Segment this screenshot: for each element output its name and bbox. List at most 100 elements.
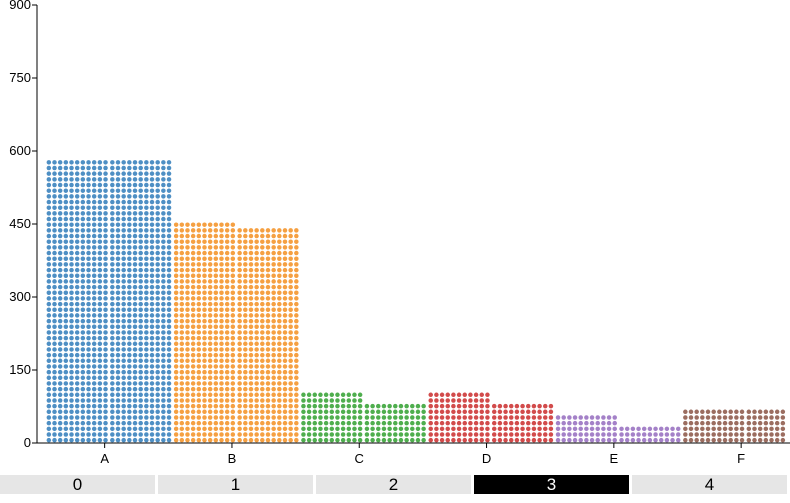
dot	[271, 381, 276, 386]
dot	[265, 335, 271, 341]
dot	[155, 352, 160, 358]
tab-2[interactable]: 2	[316, 475, 471, 494]
dot	[121, 398, 126, 403]
dot	[149, 160, 155, 165]
dot	[230, 273, 236, 278]
dot	[387, 432, 392, 437]
dot	[294, 273, 299, 278]
dot	[282, 420, 288, 426]
dot	[86, 239, 91, 244]
dot	[161, 307, 166, 312]
bar-B-stack-2	[237, 228, 299, 443]
dot	[207, 432, 213, 437]
dot	[230, 296, 236, 301]
dot	[115, 341, 121, 347]
dot	[121, 392, 126, 398]
dot	[115, 409, 121, 415]
dot	[230, 279, 236, 284]
dot	[173, 233, 179, 239]
dot	[612, 415, 617, 420]
dot	[69, 216, 74, 222]
dot	[97, 267, 103, 273]
dot	[185, 279, 190, 284]
dot	[219, 245, 224, 250]
dot	[734, 409, 739, 415]
dot	[91, 273, 97, 278]
dot	[91, 409, 97, 415]
dot	[207, 262, 213, 267]
tab-3[interactable]: 3	[474, 475, 629, 494]
dot	[219, 233, 224, 239]
dot	[91, 267, 97, 273]
dot	[393, 403, 398, 409]
dot	[271, 262, 276, 267]
dot	[254, 262, 259, 267]
dot	[260, 415, 265, 420]
dot	[468, 392, 473, 398]
dot	[179, 364, 185, 369]
dot	[277, 420, 282, 426]
dot	[456, 420, 462, 426]
dot	[103, 358, 108, 364]
dot	[271, 347, 276, 352]
dot	[57, 358, 63, 364]
dot	[294, 403, 299, 409]
dot	[173, 409, 179, 415]
dot	[271, 426, 276, 432]
dot	[254, 432, 259, 437]
tab-1[interactable]: 1	[158, 475, 313, 494]
dot	[138, 313, 143, 318]
dot	[149, 256, 155, 261]
dot	[219, 398, 224, 403]
dot	[277, 296, 282, 301]
dot	[57, 256, 63, 261]
dot	[202, 245, 207, 250]
tab-4[interactable]: 4	[632, 475, 787, 494]
dot	[69, 245, 74, 250]
dot	[468, 398, 473, 403]
dot	[468, 432, 473, 437]
dot	[74, 250, 80, 256]
dot	[161, 211, 166, 216]
dot	[138, 358, 143, 364]
dot	[166, 358, 172, 364]
dot	[485, 415, 490, 420]
dot	[456, 437, 462, 443]
dot	[132, 398, 138, 403]
dot	[248, 386, 254, 392]
dot	[190, 335, 196, 341]
dot	[121, 250, 126, 256]
dot	[110, 211, 115, 216]
dot	[179, 284, 185, 290]
dot	[387, 420, 392, 426]
dot	[294, 352, 299, 358]
dot	[271, 437, 276, 443]
dot	[288, 398, 293, 403]
dot	[683, 426, 688, 432]
dot	[190, 364, 196, 369]
dot	[149, 267, 155, 273]
dot	[155, 318, 160, 324]
dot	[69, 205, 74, 210]
dot	[728, 432, 733, 437]
dot	[74, 165, 80, 171]
dot	[127, 233, 132, 239]
dot	[144, 216, 149, 222]
dot	[63, 171, 69, 176]
dot	[248, 415, 254, 420]
dot	[74, 324, 80, 330]
dot	[173, 420, 179, 426]
dot	[243, 307, 248, 312]
dot	[479, 398, 485, 403]
dot	[80, 256, 86, 261]
dot	[74, 188, 80, 193]
dot	[103, 409, 108, 415]
dot	[694, 420, 699, 426]
dot	[694, 437, 699, 443]
dot	[243, 239, 248, 244]
tab-0[interactable]: 0	[0, 475, 155, 494]
dot	[69, 290, 74, 295]
dot	[260, 341, 265, 347]
dot	[127, 324, 132, 330]
dot	[694, 415, 699, 420]
